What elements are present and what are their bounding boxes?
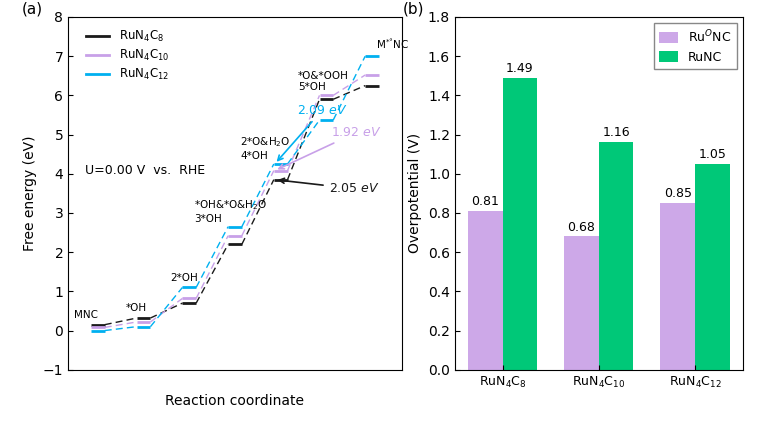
Text: M$^{*°}$NC: M$^{*°}$NC [376, 38, 409, 52]
Text: U=0.00 V  vs.  RHE: U=0.00 V vs. RHE [85, 164, 205, 177]
Bar [564, 236, 599, 370]
Text: 1.49: 1.49 [506, 62, 534, 75]
Text: 2*O&H$_2$O
4*OH: 2*O&H$_2$O 4*OH [240, 136, 291, 161]
Text: 1.05: 1.05 [698, 148, 726, 161]
Text: $\mathit{2.09\ eV}$: $\mathit{2.09\ eV}$ [277, 104, 347, 161]
Text: *OH&*O&H$_2$O
3*OH: *OH&*O&H$_2$O 3*OH [194, 198, 267, 224]
Text: (b): (b) [403, 1, 424, 17]
Text: *OH: *OH [125, 303, 146, 313]
Bar [503, 78, 537, 370]
Text: (a): (a) [21, 1, 42, 17]
Bar [468, 211, 503, 370]
Text: 2*OH: 2*OH [170, 273, 198, 283]
Text: 1.16: 1.16 [603, 127, 630, 139]
Bar [660, 203, 695, 370]
Legend: Ru$^O$NC, RuNC: Ru$^O$NC, RuNC [654, 23, 737, 69]
Text: $\mathit{2.05\ eV}$: $\mathit{2.05\ eV}$ [280, 178, 380, 195]
Y-axis label: Free energy (eV): Free energy (eV) [23, 136, 37, 251]
Text: 0.68: 0.68 [568, 221, 596, 234]
Y-axis label: Overpotential (V): Overpotential (V) [409, 133, 422, 253]
Bar [695, 164, 730, 370]
Text: $\mathit{1.92\ eV}$: $\mathit{1.92\ eV}$ [279, 126, 381, 169]
Bar [599, 142, 634, 370]
Text: Reaction coordinate: Reaction coordinate [165, 394, 305, 408]
Text: *O&*OOH
5*OH: *O&*OOH 5*OH [298, 71, 349, 92]
Legend: RuN$_4$C$_8$, RuN$_4$C$_{10}$, RuN$_4$C$_{12}$: RuN$_4$C$_8$, RuN$_4$C$_{10}$, RuN$_4$C$… [81, 25, 174, 87]
Text: MNC: MNC [74, 310, 98, 320]
Text: 0.85: 0.85 [664, 187, 692, 200]
Text: 0.81: 0.81 [471, 195, 500, 208]
